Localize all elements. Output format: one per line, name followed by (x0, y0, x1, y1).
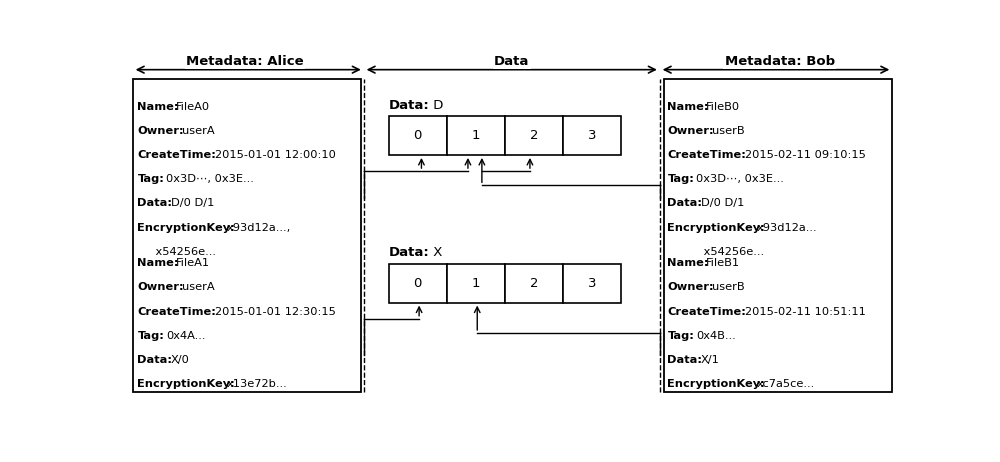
Text: 0: 0 (413, 129, 422, 142)
Text: x13e72b...: x13e72b... (227, 379, 287, 389)
Text: 3: 3 (588, 277, 596, 290)
Text: 0x3D⋯, 0x3E...: 0x3D⋯, 0x3E... (696, 174, 784, 184)
Text: CreateTime:: CreateTime: (137, 150, 216, 160)
Text: Data:: Data: (388, 246, 429, 259)
Text: 2015-01-01 12:30:15: 2015-01-01 12:30:15 (215, 307, 336, 316)
Text: Metadata: Alice: Metadata: Alice (186, 55, 304, 68)
Text: Data:: Data: (137, 199, 172, 208)
Text: 1: 1 (471, 277, 480, 290)
Text: Tag:: Tag: (668, 174, 694, 184)
Text: 0x3D⋯, 0x3E...: 0x3D⋯, 0x3E... (166, 174, 254, 184)
Text: Data:: Data: (668, 355, 702, 365)
Bar (388, 116, 447, 155)
Text: CreateTime:: CreateTime: (137, 307, 216, 316)
Text: 0x4A...: 0x4A... (166, 331, 206, 341)
Bar (388, 263, 447, 303)
Text: Owner:: Owner: (668, 282, 714, 292)
Bar (447, 116, 505, 155)
Text: userA: userA (182, 126, 215, 136)
Text: x93d12a...: x93d12a... (757, 223, 817, 233)
Text: X: X (429, 246, 442, 259)
Text: 2: 2 (530, 277, 538, 290)
Text: xc7a5ce...: xc7a5ce... (757, 379, 815, 389)
Text: 2015-01-01 12:00:10: 2015-01-01 12:00:10 (215, 150, 336, 160)
Text: x54256e...: x54256e... (671, 247, 765, 257)
Bar (505, 263, 563, 303)
Bar (133, 79, 361, 392)
Bar (563, 263, 621, 303)
Text: Owner:: Owner: (668, 126, 714, 136)
Text: userA: userA (182, 282, 215, 292)
Text: X/0: X/0 (171, 355, 190, 365)
Text: D/0 D/1: D/0 D/1 (701, 199, 744, 208)
Text: Data:: Data: (668, 199, 702, 208)
Text: userB: userB (712, 126, 745, 136)
Text: x93d12a...,: x93d12a..., (227, 223, 291, 233)
Text: EncryptionKey:: EncryptionKey: (668, 379, 765, 389)
Text: Data:: Data: (137, 355, 172, 365)
Text: Tag:: Tag: (668, 331, 694, 341)
Text: Metadata: Bob: Metadata: Bob (725, 55, 835, 68)
Text: Tag:: Tag: (137, 174, 164, 184)
Text: 3: 3 (588, 129, 596, 142)
Text: 2015-02-11 10:51:11: 2015-02-11 10:51:11 (745, 307, 866, 316)
Text: Data: Data (494, 55, 529, 68)
Text: D/0 D/1: D/0 D/1 (171, 199, 214, 208)
Text: FileA1: FileA1 (176, 258, 210, 268)
Text: EncryptionKey:: EncryptionKey: (137, 379, 235, 389)
Bar (447, 263, 505, 303)
Text: userB: userB (712, 282, 745, 292)
Text: Tag:: Tag: (137, 331, 164, 341)
Text: Name:: Name: (137, 102, 179, 112)
Text: Name:: Name: (137, 258, 179, 268)
Text: Owner:: Owner: (137, 126, 184, 136)
Text: 2015-02-11 09:10:15: 2015-02-11 09:10:15 (745, 150, 866, 160)
Text: 1: 1 (471, 129, 480, 142)
Text: EncryptionKey:: EncryptionKey: (137, 223, 235, 233)
Text: EncryptionKey:: EncryptionKey: (668, 223, 765, 233)
Bar (664, 79, 892, 392)
Text: CreateTime:: CreateTime: (668, 307, 746, 316)
Text: Owner:: Owner: (137, 282, 184, 292)
Bar (563, 116, 621, 155)
Bar (505, 116, 563, 155)
Text: D: D (429, 99, 443, 112)
Text: FileB1: FileB1 (706, 258, 740, 268)
Text: CreateTime:: CreateTime: (668, 150, 746, 160)
Text: 0: 0 (413, 277, 422, 290)
Text: Name:: Name: (668, 102, 709, 112)
Text: 2: 2 (530, 129, 538, 142)
Text: 0x4B...: 0x4B... (696, 331, 736, 341)
Text: FileB0: FileB0 (706, 102, 740, 112)
Text: Data:: Data: (388, 99, 429, 112)
Text: x54256e...: x54256e... (141, 247, 216, 257)
Text: X/1: X/1 (701, 355, 720, 365)
Text: FileA0: FileA0 (176, 102, 210, 112)
Text: Name:: Name: (668, 258, 709, 268)
